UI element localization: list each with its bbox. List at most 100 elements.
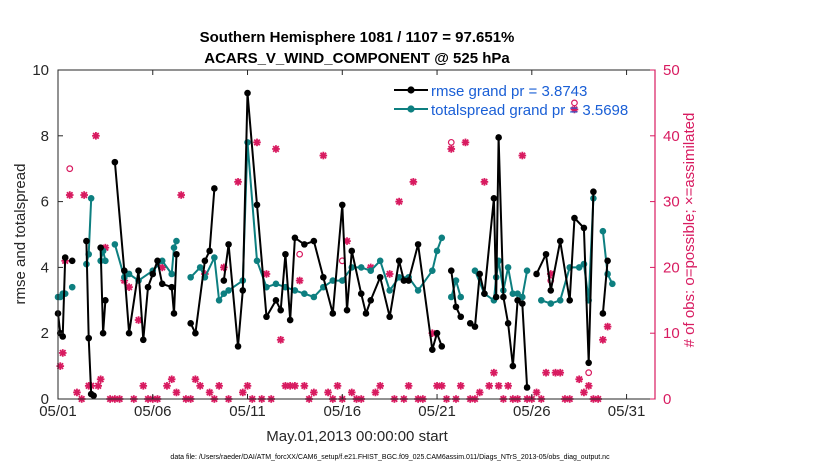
obs-assimilated-marker [276, 335, 285, 344]
obs-assimilated-marker [494, 382, 503, 390]
x-tick-label: 05/21 [418, 403, 456, 420]
obs-assimilated-marker [542, 368, 550, 377]
totalspread-point [447, 293, 455, 301]
obs-assimilated-marker [480, 178, 489, 186]
obs-assimilated-marker [532, 388, 541, 397]
obs-assimilated-marker [253, 138, 261, 147]
rmse-point [547, 287, 555, 294]
obs-assimilated-marker [556, 368, 565, 377]
obs-assimilated-marker [177, 191, 185, 199]
rmse-line-segment [601, 260, 609, 314]
totalspread-point [609, 280, 616, 288]
rmse-point [282, 250, 289, 258]
obs-assimilated-marker [215, 382, 223, 390]
obs-assimilated-marker [456, 382, 465, 390]
rmse-point [492, 293, 500, 301]
obs-assimilated-marker [490, 368, 498, 377]
y-axis-left: 0 2 4 6 8 10 [32, 62, 63, 408]
legend-rmse-label: rmse grand pr = 3.8743 [431, 83, 587, 100]
obs-assimilated-marker [73, 388, 81, 397]
obs-assimilated-marker [385, 270, 394, 278]
rmse-point [438, 343, 446, 350]
y-right-tick-label: 30 [663, 194, 680, 211]
rmse-point [234, 343, 242, 350]
obs-assimilated-marker [395, 197, 403, 206]
obs-assimilated-marker [603, 322, 612, 331]
totalspread-point [173, 237, 180, 245]
rmse-point [481, 290, 488, 298]
totalspread-point [367, 267, 375, 274]
rmse-point [90, 392, 97, 400]
obs-assimilated-marker [167, 375, 176, 384]
rmse-point [343, 306, 351, 314]
x-tick-label: 05/31 [608, 403, 646, 420]
totalspread-point [68, 283, 76, 291]
totalspread-point [519, 293, 526, 301]
obs-assimilated-marker [205, 388, 214, 397]
totalspread-point [168, 270, 176, 278]
rmse-point [61, 254, 69, 261]
totalspread-point [253, 257, 261, 265]
rmse-point [429, 346, 436, 353]
rmse-point [500, 293, 507, 301]
obs-assimilated-marker [243, 382, 252, 390]
rmse-point [519, 300, 526, 307]
obs-possible-marker [571, 99, 578, 107]
rmse-point [272, 297, 280, 304]
x-tick-label: 05/16 [324, 403, 362, 420]
obs-assimilated-marker [584, 382, 593, 390]
rmse-point [329, 310, 337, 317]
rmse-point [99, 329, 107, 337]
rmse-point [590, 188, 597, 196]
rmse-point [466, 320, 474, 327]
rmse-point [201, 257, 209, 265]
obs-assimilated-marker [80, 191, 88, 199]
totalspread-point [87, 195, 95, 202]
rmse-point [320, 273, 327, 281]
totalspread-point [556, 297, 564, 304]
totalspread-point [438, 234, 446, 242]
obs-assimilated-marker [324, 388, 332, 397]
obs-possible-marker [66, 165, 74, 173]
obs-assimilated-marker [139, 382, 148, 390]
legend-spread-marker [407, 105, 415, 113]
y-left-tick-label: 6 [41, 194, 49, 211]
rmse-point [542, 250, 550, 258]
rmse-point [154, 257, 161, 265]
obs-assimilated-marker [295, 276, 304, 285]
x-axis: 05/01 05/06 05/11 05/16 05/21 05/26 05/31 [39, 70, 645, 420]
y-right-tick-label: 20 [663, 259, 680, 276]
totalspread-point [433, 247, 441, 255]
obs-assimilated-marker [163, 382, 171, 390]
totalspread-point [504, 264, 512, 271]
y-axis-right-label: # of obs: o=possible; ×=assimilated [681, 113, 698, 348]
rmse-point [277, 306, 284, 314]
obs-possible-marker [296, 250, 304, 258]
obs-assimilated-marker [319, 151, 328, 160]
rmse-point [457, 313, 465, 321]
legend: rmse grand pr = 3.8743 totalspread grand… [394, 83, 628, 119]
data-file-footnote: data file: /Users/raeder/DAI/ATM_forcXX/… [170, 454, 610, 461]
rmse-point [414, 241, 422, 248]
rmse-point [206, 247, 213, 255]
totalspread-point [215, 297, 223, 304]
totalspread-point [429, 267, 436, 274]
y-left-tick-label: 8 [41, 128, 49, 145]
rmse-point [338, 201, 346, 209]
rmse-point [149, 270, 157, 278]
rmse-point [187, 320, 194, 327]
rmse-point [59, 333, 67, 340]
rmse-point [580, 224, 588, 232]
totalspread-point [272, 280, 280, 288]
obs-assimilated-marker [475, 388, 484, 397]
rmse-point [357, 290, 365, 298]
rmse-point [386, 313, 393, 321]
obs-assimilated-marker [94, 382, 102, 390]
totalspread-point [111, 241, 119, 248]
totalspread-point [170, 244, 178, 251]
totalspread-point [61, 290, 69, 298]
obs-possible-marker [585, 369, 593, 377]
obs-assimilated-marker [65, 191, 74, 199]
rmse-point [571, 214, 578, 222]
obs-assimilated-marker [234, 178, 242, 186]
